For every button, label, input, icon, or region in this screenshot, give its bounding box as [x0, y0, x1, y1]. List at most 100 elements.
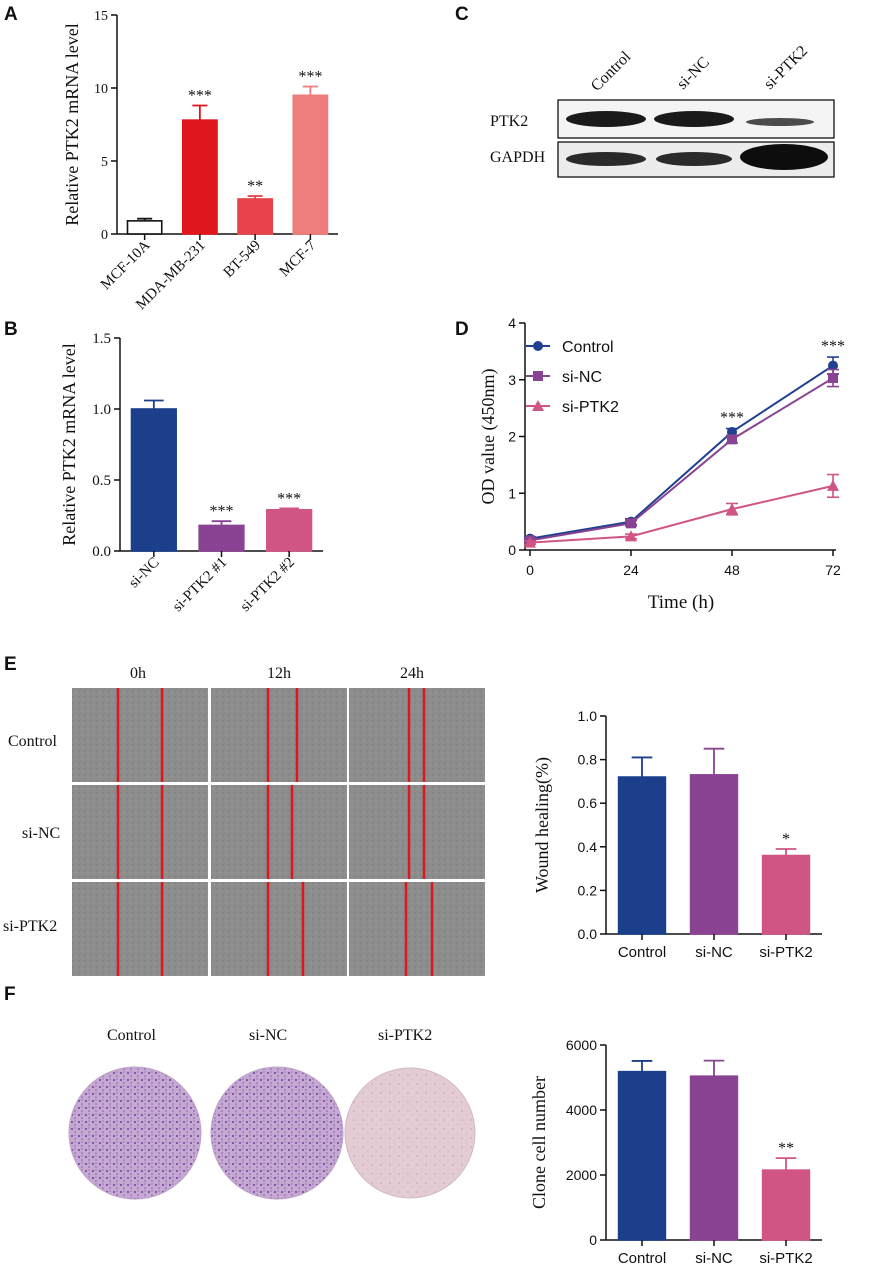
blot-band [656, 152, 732, 166]
y-tick-label: 1.0 [578, 708, 598, 724]
bar [198, 524, 245, 552]
colony-plate-si-nc [210, 1066, 344, 1200]
blot-lane-control: Control [588, 48, 635, 95]
scratch-image [72, 688, 208, 782]
scratch-group-control: Control [8, 733, 57, 750]
colony-label-control: Control [107, 1027, 156, 1044]
y-tick-label: 4 [508, 315, 516, 331]
panel-label-b: B [4, 319, 18, 340]
y-tick-label: 0.5 [92, 473, 111, 489]
bar [126, 220, 163, 235]
significance-label: *** [188, 88, 212, 105]
x-tick-label: MCF-10A [98, 237, 154, 293]
y-tick-label: 0.4 [578, 839, 598, 855]
y-tick-label: 5 [101, 155, 108, 170]
legend-label: si-NC [562, 369, 602, 386]
blot-band [740, 144, 828, 170]
scratch-image [211, 785, 347, 879]
significance-label: *** [720, 410, 744, 427]
series-line [529, 484, 834, 544]
panel-b-bar-chart: 0.0 0.5 1.0 1.5 Relative PTK2 mRNA level si-N… [59, 331, 323, 615]
y-tick-label: 4000 [566, 1102, 597, 1118]
x-tick-label: si-PTK2 [759, 944, 812, 961]
x-tick-label: Control [618, 1250, 666, 1267]
data-point [727, 434, 737, 445]
data-point [626, 518, 636, 529]
scratch-assay-images: 0h 12h 24h Control si-NC si-PTK2 [3, 665, 485, 976]
bar [689, 1075, 739, 1241]
y-tick-label: 2000 [566, 1167, 597, 1183]
y-tick-label: 6000 [566, 1037, 597, 1053]
scratch-image [349, 785, 485, 879]
data-point [532, 400, 544, 411]
y-tick-label: 0.0 [92, 544, 111, 560]
colony-plate-si-ptk2 [344, 1067, 476, 1199]
x-tick-label: 24 [623, 562, 639, 578]
y-tick-label: 15 [94, 9, 108, 24]
western-blot: Control si-NC si-PTK2 PTK2 GAPDH [490, 42, 835, 178]
blot-band [746, 118, 814, 126]
y-tick-label: 0 [589, 1232, 597, 1248]
x-tick-label: si-NC [126, 555, 163, 592]
y-tick-label: 0 [101, 228, 108, 243]
data-point [524, 536, 536, 548]
data-point [828, 360, 838, 371]
x-tick-label: Control [618, 944, 666, 961]
bar [237, 198, 274, 235]
data-point [828, 373, 838, 384]
scratch-time-0h: 0h [130, 665, 146, 682]
x-tick-label: 0 [526, 562, 534, 578]
bar [761, 854, 811, 935]
bar [292, 94, 329, 235]
scratch-time-24h: 24h [400, 665, 424, 682]
significance-label: * [782, 831, 790, 848]
x-tick-label: si-NC [695, 1250, 733, 1267]
panel-label-f: F [4, 984, 16, 1005]
bar [266, 509, 313, 552]
data-point [827, 479, 839, 491]
blot-row-gapdh: GAPDH [490, 149, 546, 166]
colony-plate-control [68, 1066, 202, 1200]
scratch-image [349, 688, 485, 782]
bar [130, 408, 177, 552]
blot-lane-si-nc: si-NC [674, 54, 713, 93]
blot-band [654, 111, 734, 127]
scratch-image [211, 882, 347, 976]
scratch-group-si-ptk2: si-PTK2 [3, 918, 57, 935]
scratch-image [72, 882, 208, 976]
scratch-image [72, 785, 208, 879]
x-tick-label: si-PTK2 #2 [237, 555, 298, 616]
colony-plates: Control si-NC si-PTK2 [68, 1027, 476, 1200]
bar [617, 776, 667, 935]
blot-lane-si-ptk2: si-PTK2 [761, 42, 811, 92]
data-point [726, 503, 738, 515]
x-tick-label: si-NC [695, 944, 733, 961]
bar [689, 774, 739, 935]
x-tick-label: 72 [825, 562, 841, 578]
scratch-image [349, 882, 485, 976]
blot-band [566, 111, 646, 127]
x-tick-label: BT-549 [221, 238, 264, 281]
series-line [529, 377, 834, 542]
significance-label: *** [298, 69, 322, 86]
y-tick-label: 1 [508, 485, 516, 501]
blot-row-ptk2: PTK2 [490, 113, 528, 130]
data-point [533, 371, 543, 381]
scratch-time-12h: 12h [267, 665, 291, 682]
legend-label: si-PTK2 [562, 399, 619, 416]
panel-label-d: D [455, 319, 469, 340]
panel-f-bar-chart: 0 2000 4000 6000 Clone cell number Control si-… [529, 1037, 822, 1267]
y-tick-label: 0.0 [578, 926, 598, 942]
scratch-group-si-nc: si-NC [22, 825, 60, 842]
y-tick-label: 10 [94, 82, 108, 97]
panel-label-a: A [4, 4, 18, 25]
series-line [529, 364, 834, 540]
data-point [533, 341, 543, 351]
y-tick-label: 3 [508, 372, 516, 388]
y-tick-label: 1.0 [92, 402, 111, 418]
panel-label-e: E [4, 654, 17, 675]
panel-e-bar-chart: 0.0 0.2 0.4 0.6 0.8 1.0 Wound healing(%) Contro… [532, 708, 822, 961]
y-tick-label: 0.8 [578, 752, 598, 768]
